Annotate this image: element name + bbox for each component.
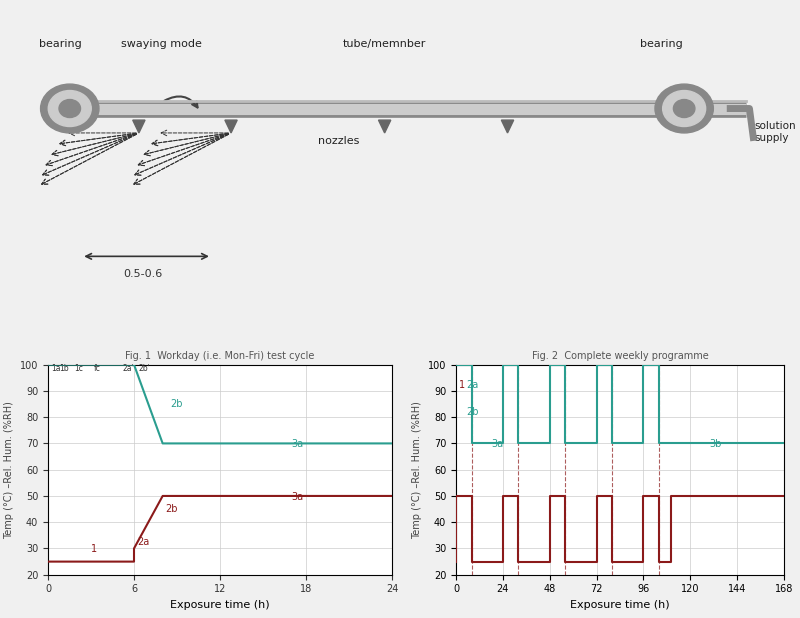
Text: 2a: 2a	[466, 380, 478, 390]
X-axis label: Exposure time (h): Exposure time (h)	[170, 600, 270, 610]
Y-axis label: Temp (°C) –Rel. Hum. (%RH): Temp (°C) –Rel. Hum. (%RH)	[4, 400, 14, 539]
Circle shape	[59, 99, 81, 117]
Circle shape	[48, 90, 91, 127]
Text: tube/memnber: tube/memnber	[343, 40, 426, 49]
X-axis label: Exposure time (h): Exposure time (h)	[570, 600, 670, 610]
Text: 2a: 2a	[137, 536, 149, 546]
Title: Fig. 2  Complete weekly programme: Fig. 2 Complete weekly programme	[532, 351, 708, 361]
Text: bearing: bearing	[39, 40, 82, 49]
Circle shape	[662, 90, 706, 127]
Text: 3a: 3a	[491, 439, 503, 449]
Polygon shape	[225, 120, 237, 133]
Text: 1: 1	[91, 544, 97, 554]
Text: solution
supply: solution supply	[755, 121, 797, 143]
Text: 3b: 3b	[710, 439, 722, 449]
Text: 1b: 1b	[59, 364, 69, 373]
Polygon shape	[133, 120, 145, 133]
Circle shape	[674, 99, 695, 117]
Text: 2a': 2a'	[122, 364, 134, 373]
Text: 0.5-0.6: 0.5-0.6	[123, 269, 162, 279]
Polygon shape	[378, 120, 390, 133]
Text: 2b': 2b'	[138, 364, 150, 373]
Text: 2b: 2b	[170, 399, 182, 408]
Circle shape	[41, 84, 99, 133]
Title: Fig. 1  Workday (i.e. Mon-Fri) test cycle: Fig. 1 Workday (i.e. Mon-Fri) test cycle	[126, 351, 314, 361]
Text: 3a: 3a	[292, 439, 304, 449]
Text: fc: fc	[94, 364, 101, 373]
Text: bearing: bearing	[640, 40, 682, 49]
Text: 2b: 2b	[166, 504, 178, 514]
Text: 1a': 1a'	[51, 364, 62, 373]
Text: swaying mode: swaying mode	[122, 40, 202, 49]
Text: 1c: 1c	[74, 364, 82, 373]
Text: 1: 1	[459, 380, 465, 390]
Text: 3a: 3a	[292, 492, 304, 502]
Y-axis label: Temp (°C) –Rel. Hum. (%RH): Temp (°C) –Rel. Hum. (%RH)	[412, 400, 422, 539]
Polygon shape	[502, 120, 514, 133]
Text: nozzles: nozzles	[318, 136, 359, 146]
Text: 2b: 2b	[466, 407, 478, 417]
Circle shape	[655, 84, 714, 133]
